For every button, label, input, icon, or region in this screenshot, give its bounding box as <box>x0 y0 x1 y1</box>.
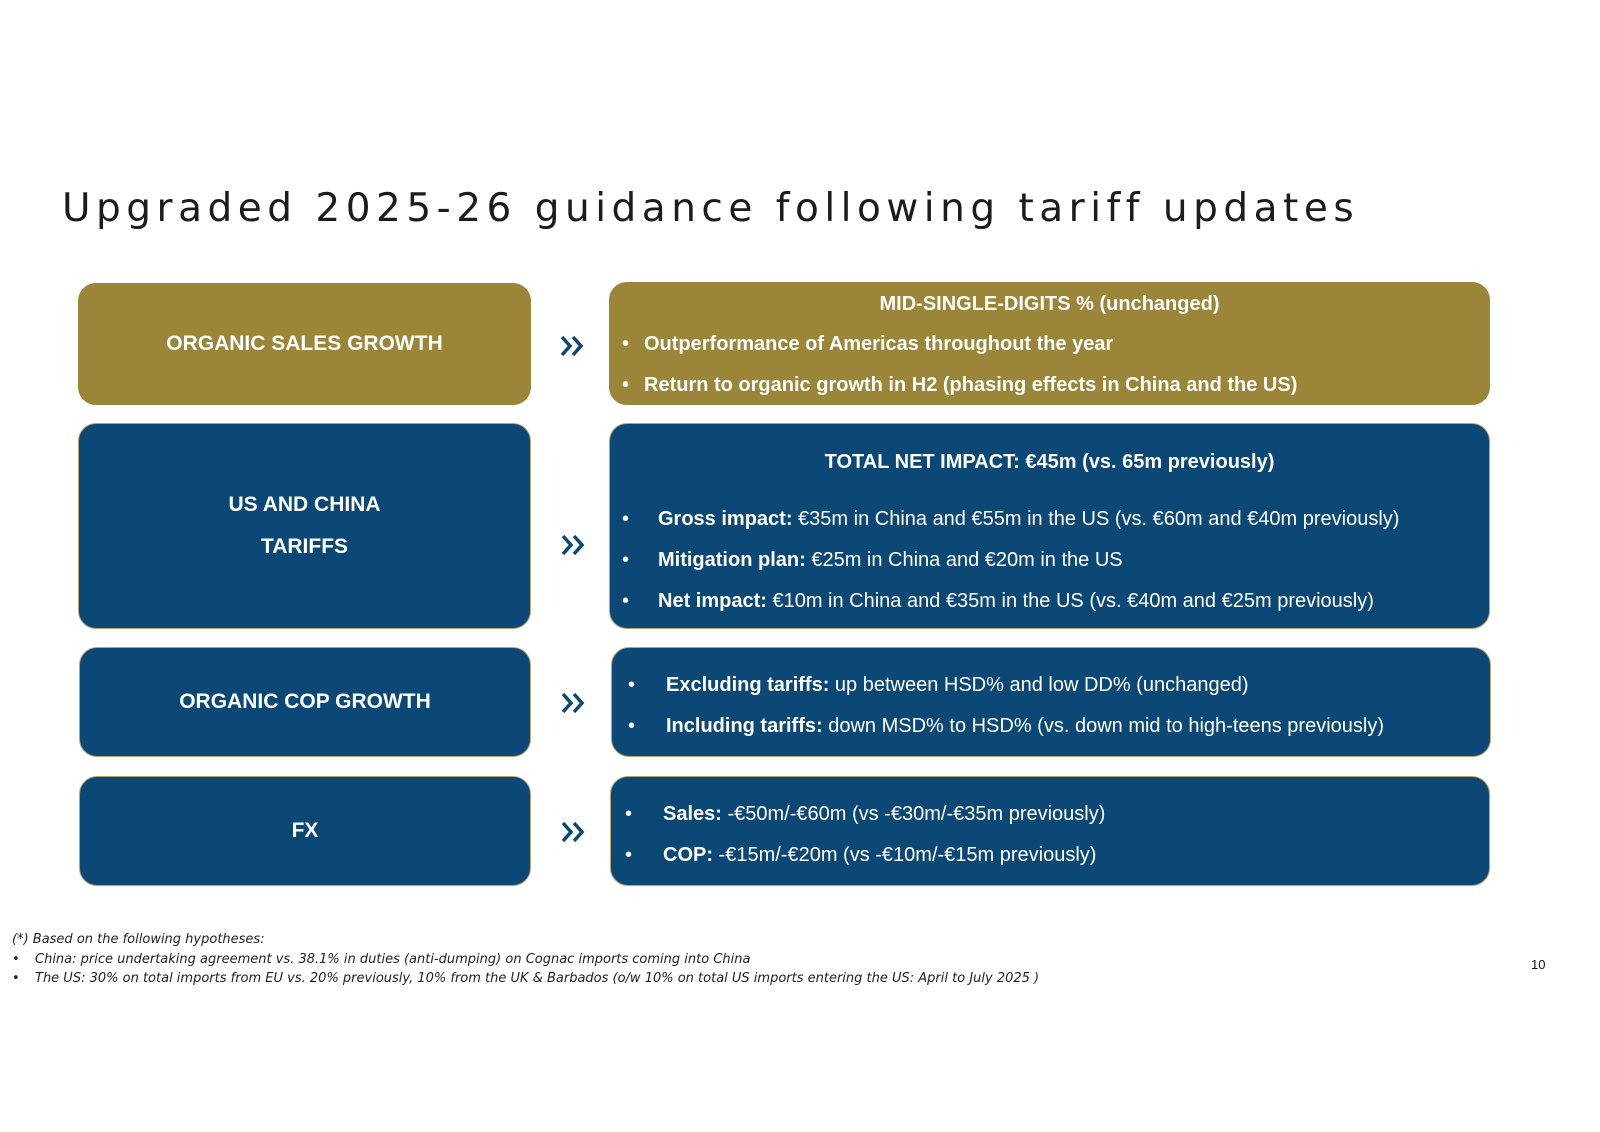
page-title: Upgraded 2025-26 guidance following tari… <box>62 186 1360 231</box>
row-label: ORGANIC SALES GROWTH <box>166 332 443 355</box>
footnote-intro: (*) Based on the following hypotheses: <box>12 932 265 947</box>
bullet-icon: • <box>622 374 630 396</box>
us-china-tariffs-detail-box: TOTAL NET IMPACT: €45m (vs. 65m previous… <box>609 423 1490 629</box>
list-item: • Net impact: €10m in China and €35m in … <box>622 587 1374 615</box>
double-chevron-right-icon <box>561 534 585 556</box>
fx-label-box: FX <box>79 776 531 886</box>
bullet-icon: • <box>625 844 633 866</box>
bullet-icon: • <box>625 803 633 825</box>
page-number: 10 <box>1531 957 1546 972</box>
bullet-icon: • <box>12 951 20 967</box>
bullet-icon: • <box>628 715 636 737</box>
list-item: • COP: -€15m/-€20m (vs -€10m/-€15m previ… <box>625 841 1096 869</box>
organic-cop-growth-label-box: ORGANIC COP GROWTH <box>79 647 531 757</box>
footnote-item: • The US: 30% on total imports from EU v… <box>12 969 1039 989</box>
detail-heading: MID-SINGLE-DIGITS % (unchanged) <box>879 293 1220 315</box>
double-chevron-right-icon <box>560 335 584 357</box>
fx-detail-box: • Sales: -€50m/-€60m (vs -€30m/-€35m pre… <box>610 776 1490 886</box>
row-label: TARIFFS <box>260 535 349 558</box>
bullet-icon: • <box>628 674 636 696</box>
list-item: • Sales: -€50m/-€60m (vs -€30m/-€35m pre… <box>625 800 1105 828</box>
list-item: • Outperformance of Americas throughout … <box>622 330 1113 358</box>
organic-sales-growth-detail-box: MID-SINGLE-DIGITS % (unchanged) • Outper… <box>609 282 1490 405</box>
footnote-item: • China: price undertaking agreement vs.… <box>12 950 1039 970</box>
double-chevron-right-icon <box>561 821 585 843</box>
row-label: FX <box>291 819 319 842</box>
list-item: • Return to organic growth in H2 (phasin… <box>622 371 1297 399</box>
list-item: • Gross impact: €35m in China and €55m i… <box>622 505 1399 533</box>
organic-sales-growth-label-box: ORGANIC SALES GROWTH <box>78 283 531 405</box>
list-item: • Mitigation plan: €25m in China and €20… <box>622 546 1123 574</box>
row-label: ORGANIC COP GROWTH <box>179 690 431 713</box>
footnote: (*) Based on the following hypotheses: •… <box>12 930 1039 989</box>
us-china-tariffs-label-box: US AND CHINA TARIFFS <box>78 423 531 629</box>
bullet-icon: • <box>622 333 630 355</box>
bullet-icon: • <box>622 549 630 571</box>
bullet-icon: • <box>12 971 20 986</box>
row-label: US AND CHINA <box>228 493 381 516</box>
organic-cop-growth-detail-box: • Excluding tariffs: up between HSD% and… <box>611 647 1491 757</box>
detail-heading: TOTAL NET IMPACT: €45m (vs. 65m previous… <box>824 451 1275 473</box>
bullet-icon: • <box>622 508 630 530</box>
list-item: • Excluding tariffs: up between HSD% and… <box>628 671 1248 699</box>
double-chevron-right-icon <box>561 692 585 714</box>
bullet-icon: • <box>622 590 630 612</box>
list-item: • Including tariffs: down MSD% to HSD% (… <box>628 712 1384 740</box>
